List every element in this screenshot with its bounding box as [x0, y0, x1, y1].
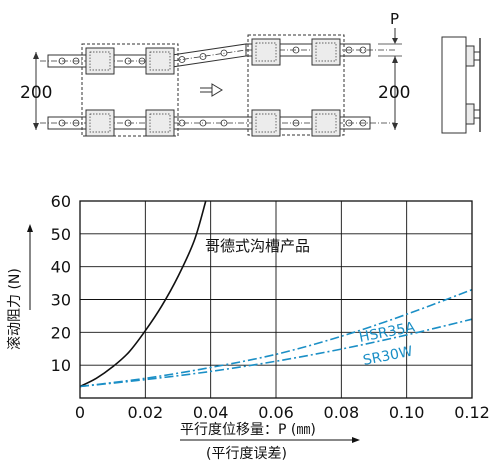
y-tick-label: 50 — [51, 225, 71, 244]
label-200-right: 200 — [378, 83, 410, 103]
series-line-sr30w — [79, 318, 473, 388]
y-tick-labels: 10 20 30 40 50 60 — [51, 192, 71, 375]
x-tick-label: 0.10 — [389, 403, 425, 422]
plot-frame — [79, 200, 473, 399]
series-line-gothic — [79, 200, 207, 388]
x-axis-arrow-icon — [352, 437, 360, 443]
y-tick-label: 30 — [51, 291, 71, 310]
y-tick-label: 40 — [51, 258, 71, 277]
label-p: P — [390, 10, 399, 28]
x-axis-sublabel: (平行度误差) — [206, 446, 287, 462]
y-tick-label: 10 — [51, 356, 71, 375]
parallelism-diagram — [33, 28, 481, 137]
x-tick-label: 0.08 — [324, 403, 360, 422]
y-tick-label: 20 — [51, 323, 71, 342]
movement-arrow-icon — [200, 83, 223, 97]
x-tick-label: 0 — [75, 403, 85, 422]
x-axis-label: 平行度位移量：P (㎜) — [180, 422, 316, 438]
y-axis-arrow-icon — [27, 224, 33, 232]
y-tick-label: 60 — [51, 192, 71, 211]
x-tick-label: 0.04 — [193, 403, 229, 422]
label-200-left: 200 — [20, 83, 52, 103]
label-gothic-series: 哥德式沟槽产品 — [205, 237, 310, 255]
chart: 10 20 30 40 50 60 0 0.02 0.04 0.06 0.08 0.10 0.12 哥… — [6, 192, 490, 462]
series-line-hsr35a — [79, 288, 473, 388]
x-tick-labels: 0 0.02 0.04 0.06 0.08 0.10 0.12 — [75, 403, 490, 422]
series-lines — [79, 200, 473, 388]
side-view — [441, 36, 481, 134]
table-outline-right — [247, 34, 345, 136]
label-hsr35a: HSR35A — [358, 319, 417, 346]
grid — [80, 200, 472, 398]
y-axis-label: 滚动阻力 (N) — [6, 268, 23, 350]
x-tick-label: 0.12 — [454, 403, 490, 422]
x-tick-label: 0.06 — [258, 403, 294, 422]
x-tick-label: 0.02 — [128, 403, 164, 422]
table-outline-left — [81, 43, 179, 137]
